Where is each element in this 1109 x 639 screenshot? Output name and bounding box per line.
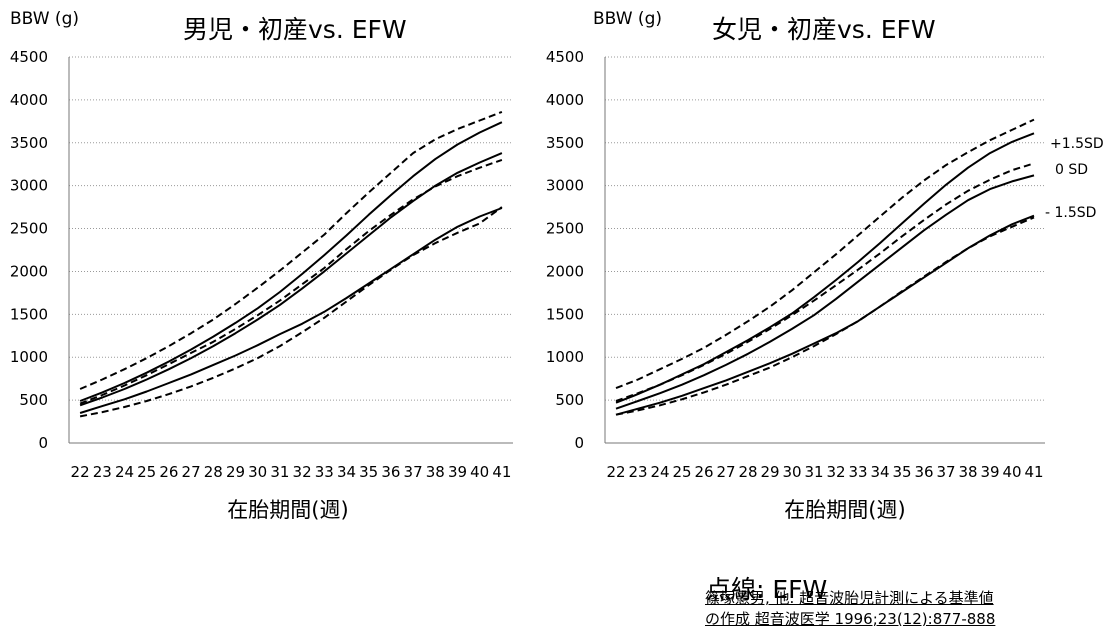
x-tick-label: 40 bbox=[1002, 463, 1021, 481]
x-tick-label: 28 bbox=[738, 463, 757, 481]
x-tick-label: 28 bbox=[204, 463, 223, 481]
y-tick-label: 1500 bbox=[546, 305, 584, 323]
y-tick-label: 4500 bbox=[10, 48, 48, 66]
x-tick-label: 25 bbox=[137, 463, 156, 481]
series-line-dashed-4 bbox=[615, 162, 1035, 402]
y-tick-label: 4500 bbox=[546, 48, 584, 66]
x-tick-label: 26 bbox=[159, 463, 178, 481]
x-tick-label: 32 bbox=[826, 463, 845, 481]
series-line-dashed-3 bbox=[615, 118, 1035, 390]
series-line-dashed-4 bbox=[79, 158, 503, 405]
annotation-plus-1-5sd: +1.5SD bbox=[1050, 136, 1104, 152]
citation-line-2: の作成 超音波医学 1996;23(12):877-888 bbox=[705, 610, 996, 628]
chart-girls: BBW (g) 女児・初産vs. EFW 在胎期間(週) +1.5SD 0 SD… bbox=[546, 9, 1104, 522]
x-tick-label: 30 bbox=[248, 463, 267, 481]
chart-title: 男児・初産vs. EFW bbox=[183, 15, 407, 44]
x-tick-label: 36 bbox=[381, 463, 400, 481]
y-tick-label: 3000 bbox=[546, 177, 584, 195]
citation: 篠塚憲男, 他. 超音波胎児計測による基準値 の作成 超音波医学 1996;23… bbox=[705, 588, 995, 630]
y-tick-label: 4000 bbox=[546, 91, 584, 109]
x-tick-label: 38 bbox=[426, 463, 445, 481]
x-tick-label: 26 bbox=[694, 463, 713, 481]
series-line-solid-1 bbox=[615, 174, 1035, 410]
x-tick-label: 35 bbox=[892, 463, 911, 481]
x-tick-label: 34 bbox=[870, 463, 889, 481]
y-tick-label: 2500 bbox=[546, 220, 584, 238]
x-tick-label: 38 bbox=[958, 463, 977, 481]
y-tick-label: 2000 bbox=[10, 262, 48, 280]
x-tick-label: 39 bbox=[980, 463, 999, 481]
chart-boys: BBW (g) 男児・初産vs. EFW 在胎期間(週) 0 500 1000 150… bbox=[10, 9, 513, 522]
legend-note: 点線: EFW bbox=[706, 575, 828, 604]
x-tick-label: 22 bbox=[71, 463, 90, 481]
series-line-solid-1 bbox=[79, 152, 503, 407]
series-line-dashed-3 bbox=[79, 110, 503, 390]
x-tick-label: 24 bbox=[115, 463, 134, 481]
y-tick-label: 3500 bbox=[546, 134, 584, 152]
y-tick-label: 0 bbox=[38, 434, 48, 452]
series-line-solid-0 bbox=[79, 121, 503, 402]
x-tick-label: 22 bbox=[606, 463, 625, 481]
y-axis-label: BBW (g) bbox=[593, 9, 662, 29]
y-tick-label: 1500 bbox=[10, 305, 48, 323]
x-tick-label: 31 bbox=[270, 463, 289, 481]
series-line-solid-0 bbox=[615, 132, 1035, 404]
y-tick-label: 500 bbox=[555, 391, 584, 409]
x-tick-label: 29 bbox=[760, 463, 779, 481]
y-tick-label: 1000 bbox=[10, 348, 48, 366]
x-tick-label: 34 bbox=[337, 463, 356, 481]
x-axis-label: 在胎期間(週) bbox=[784, 498, 905, 522]
x-tick-label: 35 bbox=[359, 463, 378, 481]
x-tick-label: 32 bbox=[293, 463, 312, 481]
x-tick-label: 23 bbox=[628, 463, 647, 481]
y-axis-label: BBW (g) bbox=[10, 9, 79, 29]
y-tick-label: 4000 bbox=[10, 91, 48, 109]
x-tick-label: 30 bbox=[782, 463, 801, 481]
x-tick-label: 23 bbox=[93, 463, 112, 481]
x-tick-label: 37 bbox=[404, 463, 423, 481]
x-tick-label: 37 bbox=[936, 463, 955, 481]
x-tick-label: 24 bbox=[650, 463, 669, 481]
x-tick-label: 27 bbox=[182, 463, 201, 481]
y-tick-label: 500 bbox=[19, 391, 48, 409]
x-tick-label: 25 bbox=[672, 463, 691, 481]
series-line-dashed-5 bbox=[615, 216, 1035, 416]
y-tick-label: 1000 bbox=[546, 348, 584, 366]
x-tick-label: 31 bbox=[804, 463, 823, 481]
x-axis-label: 在胎期間(週) bbox=[227, 498, 348, 522]
x-tick-label: 41 bbox=[492, 463, 511, 481]
y-tick-label: 3000 bbox=[10, 177, 48, 195]
x-tick-label: 33 bbox=[848, 463, 867, 481]
annotation-minus-1-5sd: - 1.5SD bbox=[1045, 205, 1096, 221]
x-tick-label: 39 bbox=[448, 463, 467, 481]
y-tick-label: 2500 bbox=[10, 220, 48, 238]
x-tick-label: 41 bbox=[1024, 463, 1043, 481]
citation-line-1: 篠塚憲男, 他. 超音波胎児計測による基準値 bbox=[705, 589, 994, 607]
x-tick-label: 27 bbox=[716, 463, 735, 481]
x-tick-label: 29 bbox=[226, 463, 245, 481]
y-tick-label: 3500 bbox=[10, 134, 48, 152]
series-line-dashed-5 bbox=[79, 206, 503, 418]
chart-title: 女児・初産vs. EFW bbox=[712, 15, 936, 44]
x-tick-label: 40 bbox=[470, 463, 489, 481]
x-tick-label: 36 bbox=[914, 463, 933, 481]
annotation-0sd: 0 SD bbox=[1055, 162, 1088, 178]
y-tick-label: 2000 bbox=[546, 262, 584, 280]
series-line-solid-2 bbox=[79, 207, 503, 414]
x-tick-label: 33 bbox=[315, 463, 334, 481]
y-tick-label: 0 bbox=[574, 434, 584, 452]
